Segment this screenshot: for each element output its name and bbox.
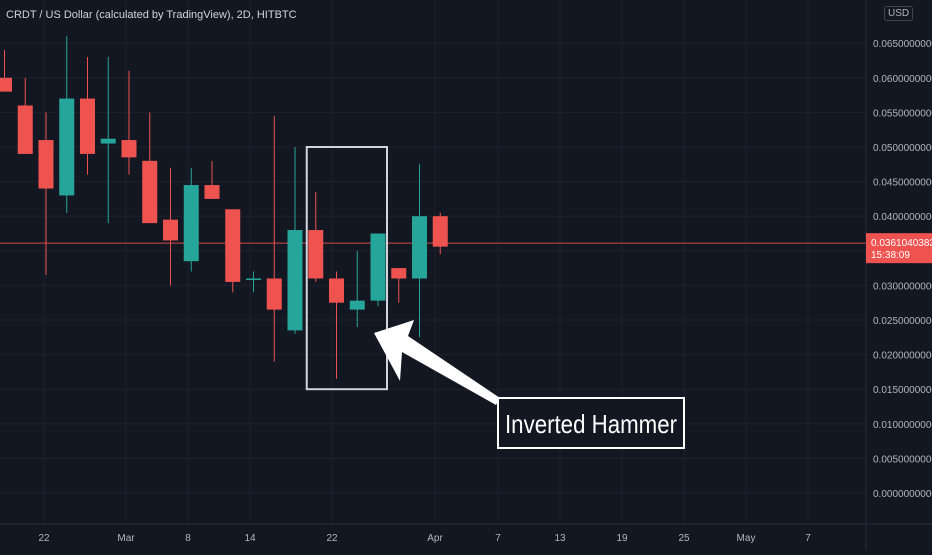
- annotation-label: Inverted Hammer: [505, 409, 677, 439]
- candle-body[interactable]: [204, 185, 220, 199]
- annotation: Inverted Hammer: [305, 146, 685, 449]
- y-tick-label: 0.0150000000: [873, 385, 932, 396]
- candle[interactable]: [391, 268, 407, 303]
- candle-body[interactable]: [59, 98, 75, 196]
- candle-body[interactable]: [287, 230, 303, 331]
- candle[interactable]: [163, 167, 178, 286]
- x-tick-label: Mar: [117, 533, 135, 544]
- y-tick-label: 0.0500000000: [873, 143, 932, 154]
- y-tick-label: 0.0450000000: [873, 178, 932, 189]
- candles[interactable]: [0, 36, 448, 379]
- x-tick-label: 13: [554, 533, 566, 544]
- candle[interactable]: [329, 271, 344, 379]
- candle-body[interactable]: [163, 219, 178, 241]
- candle[interactable]: [246, 271, 261, 293]
- candle[interactable]: [412, 164, 427, 338]
- price-axis[interactable]: 0.0000000000 0.0050000000 0.0100000000 0.01…: [865, 0, 932, 550]
- y-tick-label: 0.0250000000: [873, 316, 932, 327]
- x-tick-label: 22: [38, 533, 50, 544]
- y-tick-label: 0.0400000000: [873, 212, 932, 223]
- candle-body[interactable]: [308, 230, 324, 279]
- grid: [0, 0, 866, 524]
- time-axis[interactable]: 22 Mar 8 14 22 Apr 7 13 19 25 May 7: [0, 523, 932, 544]
- y-tick-label: 0.0000000000: [873, 489, 932, 500]
- x-tick-label: 7: [805, 533, 811, 544]
- candle-body[interactable]: [246, 278, 261, 280]
- candle[interactable]: [308, 191, 324, 282]
- y-tick-label: 0.0050000000: [873, 454, 932, 465]
- candle-body[interactable]: [391, 268, 407, 279]
- candle-body[interactable]: [412, 216, 427, 279]
- candle-body[interactable]: [0, 77, 12, 92]
- candle-body[interactable]: [183, 185, 199, 262]
- y-tick-label: 0.0200000000: [873, 351, 932, 362]
- candle-body[interactable]: [432, 216, 448, 247]
- x-tick-label: 25: [678, 533, 690, 544]
- x-tick-label: 7: [495, 533, 501, 544]
- candle[interactable]: [287, 147, 303, 334]
- candle-body[interactable]: [38, 140, 54, 189]
- candle[interactable]: [266, 115, 282, 362]
- candle[interactable]: [121, 70, 137, 175]
- y-tick-label: 0.0300000000: [873, 281, 932, 292]
- bar-countdown: 15:38:09: [871, 250, 910, 261]
- candle-body[interactable]: [142, 160, 158, 224]
- x-tick-label: Apr: [427, 533, 443, 544]
- x-tick-label: 19: [616, 533, 628, 544]
- y-tick-label: 0.0650000000: [873, 39, 932, 50]
- last-price-value: 0.0361040383: [871, 238, 932, 249]
- candle-body[interactable]: [329, 278, 344, 303]
- candle[interactable]: [142, 112, 158, 224]
- candle-body[interactable]: [100, 138, 116, 144]
- x-tick-label: 14: [244, 533, 256, 544]
- candle[interactable]: [183, 167, 199, 272]
- currency-button[interactable]: USD: [884, 6, 914, 21]
- candle[interactable]: [17, 77, 33, 154]
- candle-body[interactable]: [80, 98, 95, 154]
- y-tick-label: 0.0600000000: [873, 74, 932, 85]
- candle[interactable]: [38, 112, 54, 276]
- symbol-title: CRDT / US Dollar (calculated by TradingV…: [6, 9, 297, 21]
- y-tick-label: 0.0100000000: [873, 420, 932, 431]
- candle[interactable]: [80, 57, 95, 175]
- candle-body[interactable]: [225, 209, 241, 282]
- highlight-box: [305, 146, 388, 391]
- annotation-box: [497, 397, 685, 449]
- candle[interactable]: [349, 250, 365, 327]
- candle[interactable]: [204, 160, 220, 199]
- x-tick-label: 22: [326, 533, 338, 544]
- y-tick-label: 0.0550000000: [873, 108, 932, 119]
- arrow-icon: [374, 320, 500, 405]
- candle-body[interactable]: [121, 140, 137, 158]
- candle[interactable]: [370, 233, 386, 307]
- candle[interactable]: [100, 57, 116, 224]
- candle-body[interactable]: [370, 233, 386, 301]
- candle-body[interactable]: [266, 278, 282, 310]
- x-tick-label: 8: [185, 533, 191, 544]
- candle-body[interactable]: [349, 300, 365, 310]
- last-price-badge-bg: [866, 233, 932, 264]
- candle[interactable]: [59, 36, 75, 213]
- candle[interactable]: [432, 212, 448, 255]
- x-tick-label: May: [737, 533, 756, 544]
- candle-body[interactable]: [17, 105, 33, 154]
- candle[interactable]: [0, 50, 12, 92]
- candle[interactable]: [225, 209, 241, 293]
